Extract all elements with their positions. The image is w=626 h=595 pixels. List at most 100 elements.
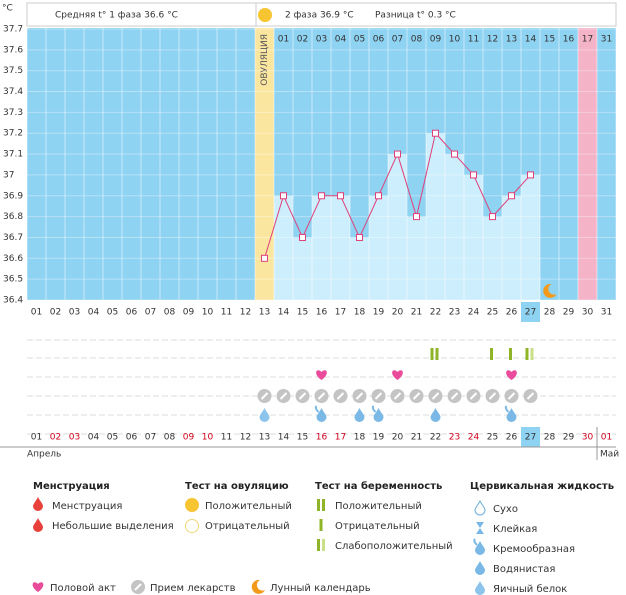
y-tick-label: 37.4 <box>3 87 23 97</box>
legend-icon <box>33 497 43 511</box>
date-label: 28 <box>544 433 556 443</box>
test-icon <box>509 348 512 360</box>
date-label: 22 <box>430 433 441 443</box>
temp-bar <box>312 195 331 300</box>
heart-icon <box>506 370 517 380</box>
pill-stripe <box>336 392 345 400</box>
pill-stripe <box>450 392 459 400</box>
cycle-day-label: 01 <box>278 35 289 45</box>
temp-bar <box>274 195 293 300</box>
date-label: 03 <box>69 433 80 443</box>
x-tick-label: 18 <box>354 308 366 318</box>
heart-icon <box>392 370 403 380</box>
legend-title: Тест на овуляцию <box>185 481 289 492</box>
cycle-day-label: 04 <box>335 35 347 45</box>
x-tick-label: 25 <box>487 308 498 318</box>
legend-title: Менструация <box>33 481 110 492</box>
date-label: 07 <box>145 433 156 443</box>
cycle-day-label: 09 <box>430 35 442 45</box>
legend-icon <box>322 499 325 511</box>
date-label: 26 <box>506 433 518 443</box>
cycle-day-label: 15 <box>544 35 555 45</box>
x-tick-label: 24 <box>468 308 480 318</box>
today-box <box>521 427 540 447</box>
cycle-day-label: 08 <box>411 35 423 45</box>
cream-tail <box>473 538 478 546</box>
x-tick-label: 03 <box>69 308 80 318</box>
date-label: 14 <box>278 433 290 443</box>
x-tick-label: 16 <box>316 308 328 318</box>
y-tick-label: 36.9 <box>3 191 23 201</box>
date-label: 24 <box>468 433 480 443</box>
legend-icon <box>474 499 486 516</box>
date-label: 12 <box>240 433 251 443</box>
legend-title: Цервикальная жидкость <box>470 481 614 492</box>
x-tick-label: 12 <box>240 308 251 318</box>
temp-marker <box>451 150 458 158</box>
temp-bar <box>350 237 369 300</box>
date-label: 01 <box>31 433 42 443</box>
x-tick-label: 23 <box>449 308 460 318</box>
x-tick-label: 22 <box>430 308 441 318</box>
pink-column <box>578 28 597 300</box>
temp-marker <box>489 213 496 221</box>
date-label: 13 <box>259 433 270 443</box>
x-tick-label: 11 <box>221 308 232 318</box>
temp-marker <box>375 192 382 200</box>
legend-icon <box>322 539 325 551</box>
cycle-day-label: 02 <box>297 35 308 45</box>
temp-marker <box>432 129 439 137</box>
temp-bar <box>407 216 426 300</box>
temp-bar <box>331 195 350 300</box>
legend-icon <box>319 519 323 531</box>
legend-icon <box>33 518 43 532</box>
date-label: 18 <box>354 433 366 443</box>
y-tick-label: 37.1 <box>3 150 23 160</box>
temp-marker <box>337 192 344 200</box>
y-tick-label: 36.5 <box>3 275 23 285</box>
y-tick-label: 37 <box>3 170 14 180</box>
cycle-day-label: 03 <box>316 35 327 45</box>
drop-icon <box>373 408 384 422</box>
legend-icon <box>475 561 485 575</box>
y-unit: °C <box>2 4 13 14</box>
moon-icon <box>251 579 265 594</box>
temp-marker <box>413 213 420 221</box>
pill-stripe <box>507 392 516 400</box>
x-tick-label: 21 <box>411 308 422 318</box>
legend-icon <box>185 498 199 512</box>
month-label: Май <box>600 450 619 460</box>
date-label: 06 <box>126 433 138 443</box>
temp-bar <box>464 174 483 300</box>
pill-stripe <box>393 392 402 400</box>
date-label: 02 <box>50 433 61 443</box>
date-label: 01 <box>601 433 612 443</box>
x-tick-label: 15 <box>297 308 308 318</box>
date-label: 27 <box>525 433 536 443</box>
temp-bar <box>369 195 388 300</box>
date-label: 10 <box>202 433 214 443</box>
x-tick-label: 28 <box>544 308 556 318</box>
date-label: 08 <box>164 433 176 443</box>
temp-bar <box>388 154 407 300</box>
x-tick-label: 09 <box>183 308 195 318</box>
temp-marker <box>299 233 306 241</box>
legend-item: Водянистая <box>493 564 555 575</box>
y-tick-label: 36.8 <box>3 212 23 222</box>
legend-item: Отрицательный <box>335 521 420 532</box>
cycle-day-label: 07 <box>392 35 403 45</box>
x-tick-label: 01 <box>31 308 42 318</box>
cream-tail <box>504 405 510 413</box>
legend-item: Сухо <box>493 504 518 515</box>
phase2-text: 2 фаза 36.9 °C <box>285 11 354 21</box>
cycle-day-label: 06 <box>373 35 385 45</box>
x-tick-label: 17 <box>335 308 346 318</box>
temp-marker <box>470 171 477 179</box>
x-tick-label: 26 <box>506 308 518 318</box>
today-box <box>521 302 540 322</box>
pill-stripe <box>317 392 326 400</box>
x-tick-label: 13 <box>259 308 270 318</box>
x-tick-label: 10 <box>202 308 214 318</box>
heart-icon <box>316 370 327 380</box>
date-label: 15 <box>297 433 308 443</box>
